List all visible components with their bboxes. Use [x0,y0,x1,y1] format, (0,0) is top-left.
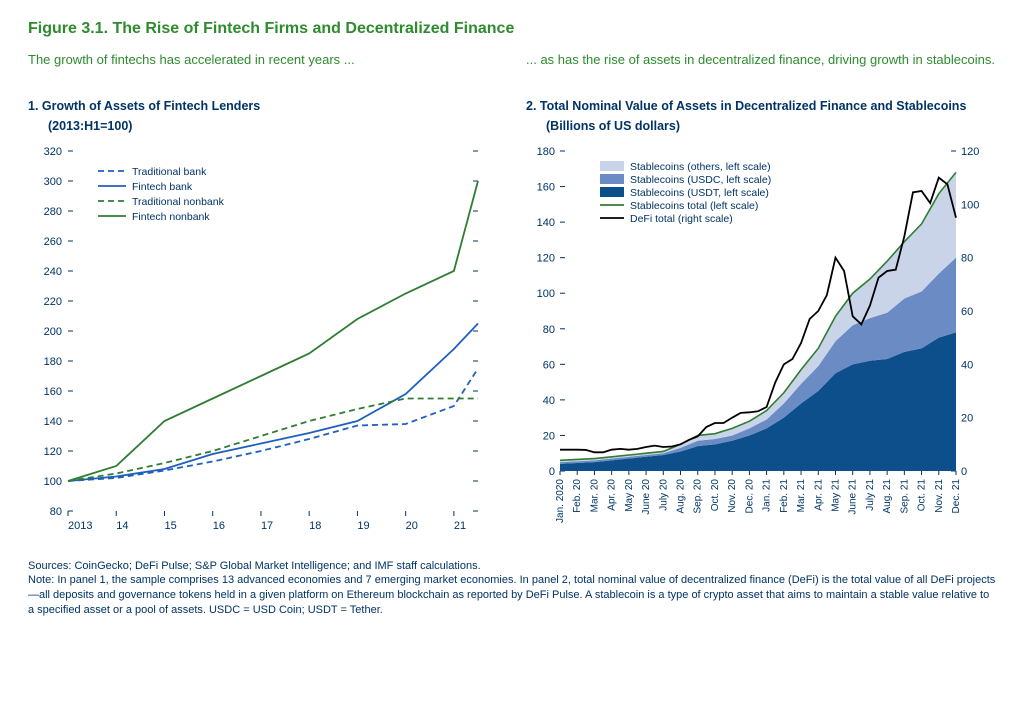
svg-text:320: 320 [44,146,62,158]
svg-text:Stablecoins (others, left scal: Stablecoins (others, left scale) [630,161,771,173]
svg-text:60: 60 [543,359,555,371]
svg-text:220: 220 [44,296,62,308]
svg-text:19: 19 [357,520,369,532]
svg-text:Fintech bank: Fintech bank [132,181,193,193]
svg-text:Apr. 20: Apr. 20 [607,478,618,510]
svg-text:140: 140 [44,416,62,428]
svg-text:140: 140 [537,217,555,229]
svg-text:160: 160 [44,386,62,398]
svg-text:60: 60 [961,306,973,318]
series-traditional_nonbank [68,398,478,481]
svg-text:Mar. 21: Mar. 21 [796,478,807,512]
footer-sources: Sources: CoinGecko; DeFi Pulse; S&P Glob… [28,559,996,574]
panel1-svg: 80 100 120 140 160 180 200 220 240 260 280 300 320 20… [28,141,498,541]
svg-text:300: 300 [44,176,62,188]
svg-text:120: 120 [537,252,555,264]
svg-text:260: 260 [44,236,62,248]
panel-1: The growth of fintechs has accelerated i… [28,52,498,541]
panel1-chart: 80 100 120 140 160 180 200 220 240 260 280 300 320 20… [28,141,498,541]
svg-text:280: 280 [44,206,62,218]
svg-text:240: 240 [44,266,62,278]
panel2-svg: 0 20 40 60 80 100 120 140 160 180 0 20 40 60 80 100 120 J… [526,141,996,541]
svg-text:Dec. 21: Dec. 21 [951,478,962,513]
svg-text:80: 80 [961,252,973,264]
panels-row: The growth of fintechs has accelerated i… [28,52,996,541]
svg-text:Traditional bank: Traditional bank [132,166,207,178]
svg-text:Nov. 20: Nov. 20 [727,478,738,512]
svg-text:15: 15 [164,520,176,532]
svg-text:100: 100 [44,476,62,488]
svg-text:Feb. 20: Feb. 20 [572,478,583,512]
svg-text:40: 40 [961,359,973,371]
series-traditional_bank [68,368,478,481]
svg-text:Stablecoins (USDC, left scale): Stablecoins (USDC, left scale) [630,174,771,186]
svg-text:Sep. 21: Sep. 21 [899,478,910,513]
svg-text:14: 14 [116,520,128,532]
panel2-title-line2: (Billions of US dollars) [546,118,996,134]
svg-text:180: 180 [537,146,555,158]
svg-text:Mar. 20: Mar. 20 [589,478,600,512]
svg-text:Fintech nonbank: Fintech nonbank [132,211,210,223]
svg-text:Stablecoins total (left scale): Stablecoins total (left scale) [630,200,758,212]
svg-text:120: 120 [961,146,979,158]
svg-text:DeFi total (right scale): DeFi total (right scale) [630,213,733,225]
svg-text:16: 16 [213,520,225,532]
panel1-title-line1: 1. Growth of Assets of Fintech Lenders [28,98,498,114]
svg-text:Nov. 21: Nov. 21 [934,478,945,512]
svg-text:Oct. 21: Oct. 21 [917,478,928,511]
svg-text:July 21: July 21 [865,478,876,510]
figure-footer: Sources: CoinGecko; DeFi Pulse; S&P Glob… [28,559,996,618]
svg-text:18: 18 [309,520,321,532]
svg-text:0: 0 [549,466,555,478]
svg-text:Stablecoins (USDT, left scale): Stablecoins (USDT, left scale) [630,187,769,199]
panel2-legend: Stablecoins (others, left scale)Stableco… [600,161,771,225]
footer-note: Note: In panel 1, the sample comprises 1… [28,573,996,618]
svg-text:Jan. 21: Jan. 21 [762,478,773,511]
svg-text:May 20: May 20 [624,478,635,511]
svg-text:Dec. 20: Dec. 20 [744,478,755,513]
svg-text:June 21: June 21 [848,478,859,514]
svg-text:40: 40 [543,394,555,406]
svg-text:Oct. 20: Oct. 20 [710,478,721,511]
svg-text:20: 20 [961,412,973,424]
panel2-chart: 0 20 40 60 80 100 120 140 160 180 0 20 40 60 80 100 120 J… [526,141,996,541]
svg-text:Sep. 20: Sep. 20 [693,478,704,513]
svg-text:160: 160 [537,181,555,193]
svg-text:Aug. 20: Aug. 20 [676,478,687,513]
svg-text:180: 180 [44,356,62,368]
svg-text:July 20: July 20 [658,478,669,510]
svg-text:Traditional nonbank: Traditional nonbank [132,196,225,208]
svg-text:May 21: May 21 [830,478,841,511]
figure-title: Figure 3.1. The Rise of Fintech Firms an… [28,20,996,38]
svg-text:120: 120 [44,446,62,458]
svg-text:Jan. 2020: Jan. 2020 [555,478,566,522]
svg-text:200: 200 [44,326,62,338]
svg-text:Apr. 21: Apr. 21 [813,478,824,510]
panel-2: ... as has the rise of assets in decentr… [526,52,996,541]
panel1-title-line2: (2013:H1=100) [48,118,498,134]
panel1-legend: Traditional bank Fintech bank Traditional … [98,166,225,223]
svg-text:2013: 2013 [68,520,92,532]
svg-text:20: 20 [543,430,555,442]
panel1-subtitle: The growth of fintechs has accelerated i… [28,52,498,88]
svg-text:17: 17 [261,520,273,532]
series-fintech_bank [68,323,478,481]
svg-text:Aug. 21: Aug. 21 [882,478,893,513]
svg-text:100: 100 [961,199,979,211]
panel2-subtitle: ... as has the rise of assets in decentr… [526,52,996,88]
svg-text:80: 80 [50,506,62,518]
svg-text:100: 100 [537,288,555,300]
svg-text:21: 21 [454,520,466,532]
series-fintech_nonbank [68,181,478,481]
svg-text:June 20: June 20 [641,478,652,514]
svg-text:20: 20 [406,520,418,532]
svg-text:0: 0 [961,466,967,478]
svg-text:Feb. 21: Feb. 21 [779,478,790,512]
svg-text:80: 80 [543,323,555,335]
panel2-title-line1: 2. Total Nominal Value of Assets in Dece… [526,98,996,114]
